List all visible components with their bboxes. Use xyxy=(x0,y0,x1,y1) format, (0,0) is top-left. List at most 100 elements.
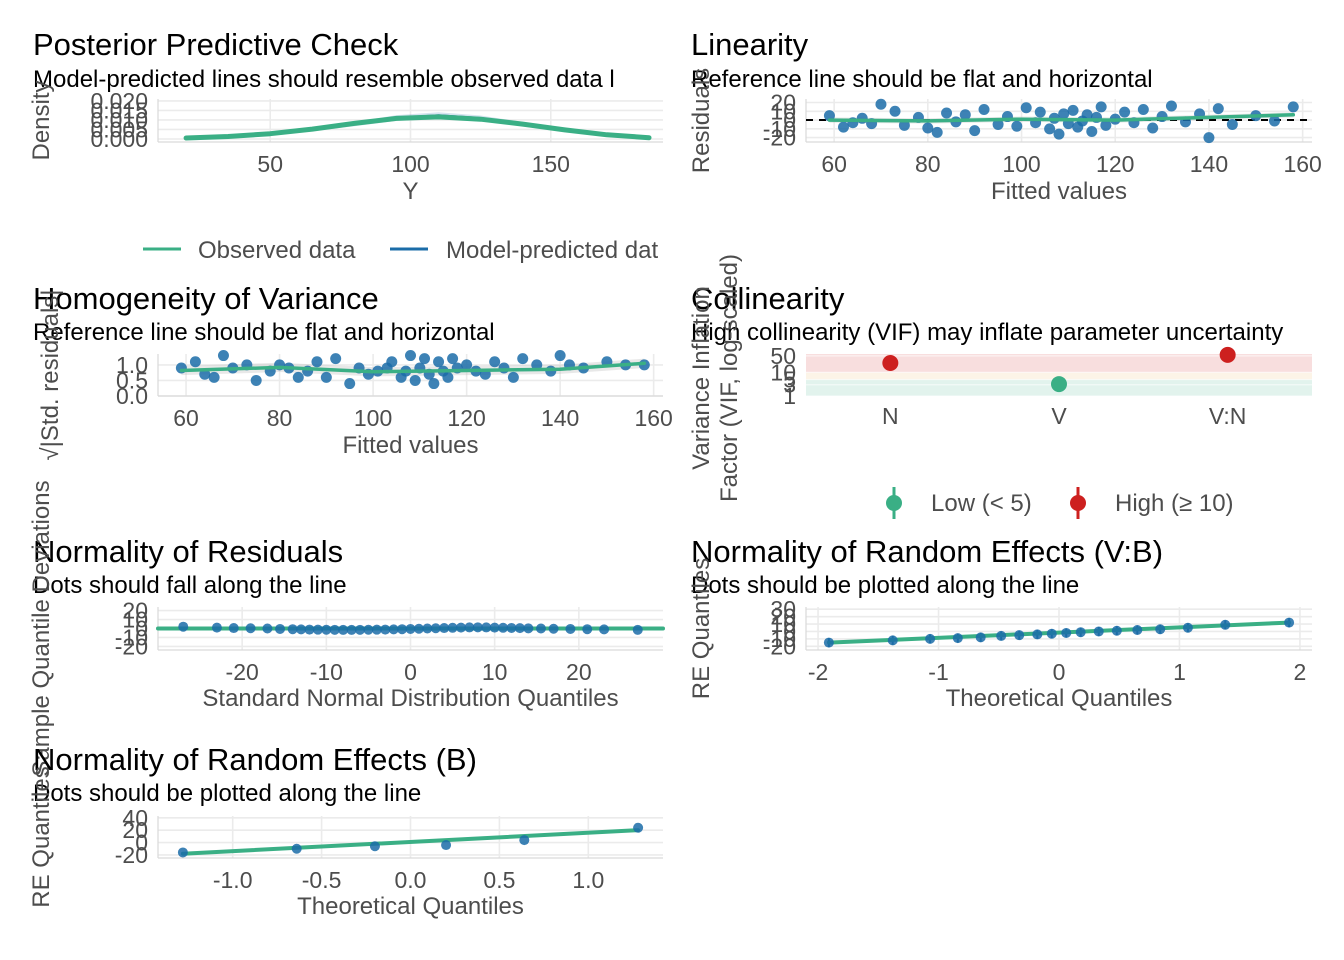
y-axis-label: RE Quantiles xyxy=(688,558,715,699)
data-point xyxy=(1046,628,1057,639)
x-tick-label: 0 xyxy=(404,659,417,685)
grid xyxy=(806,607,1312,650)
data-point xyxy=(548,623,559,634)
x-axis-label: Standard Normal Distribution Quantiles xyxy=(202,685,618,712)
x-tick-label: 120 xyxy=(447,405,485,431)
y-tick-label: 0.0 xyxy=(116,383,148,409)
x-axis-label: Fitted values xyxy=(991,178,1127,205)
data-point xyxy=(447,353,459,365)
data-point xyxy=(217,350,229,362)
data-point xyxy=(498,622,509,633)
x-tick-label: -1 xyxy=(928,659,948,685)
panel-re_b: Normality of Random Effects (B) Dots shou… xyxy=(28,742,663,920)
y-tick-label: 40 xyxy=(122,805,148,831)
data-point xyxy=(1155,624,1166,635)
vif-point xyxy=(1219,346,1236,363)
y-tick-label: 1 xyxy=(783,383,796,409)
data-point xyxy=(889,105,901,117)
panel-homogeneity: Homogeneity of Variance Reference line sh… xyxy=(33,281,673,461)
data-point xyxy=(296,624,307,635)
data-point xyxy=(464,622,475,633)
panel-subtitle: Reference line should be flat and horizo… xyxy=(691,66,1153,93)
data-point xyxy=(1220,619,1231,630)
series-line-observed xyxy=(183,114,652,141)
data-point xyxy=(489,356,501,368)
data-point xyxy=(1226,118,1238,130)
data-point xyxy=(856,112,868,124)
data-point xyxy=(1182,622,1193,633)
band-high xyxy=(806,354,1312,373)
x-tick-label: 140 xyxy=(1190,151,1228,177)
data-point xyxy=(1061,627,1072,638)
data-point xyxy=(959,109,971,121)
data-point xyxy=(519,835,530,846)
y-tick-label: 50 xyxy=(770,343,796,369)
data-point xyxy=(380,624,391,635)
legend-label-observed: Observed data xyxy=(198,237,356,264)
y-tick-label: 10 xyxy=(770,611,796,637)
data-point xyxy=(1081,109,1093,121)
data-point xyxy=(312,624,323,635)
panel-qq: Normality of Residuals Dots should fall a… xyxy=(28,480,665,777)
y-tick-label: -20 xyxy=(763,633,796,659)
data-point xyxy=(419,353,431,365)
data-point xyxy=(245,623,256,634)
x-tick-label: V xyxy=(1051,403,1067,429)
panel-posterior-predictive-check: Posterior Predictive Check Model-predicte… xyxy=(28,27,663,205)
panel-title: Normality of Random Effects (V:B) xyxy=(691,534,1163,569)
panel-title: Normality of Residuals xyxy=(33,534,343,569)
data-point xyxy=(189,356,201,368)
y-tick-label: 5 xyxy=(783,366,796,392)
data-point xyxy=(456,622,466,633)
smooth-line xyxy=(827,113,1296,123)
y-tick-label: 10 xyxy=(770,98,796,124)
data-point xyxy=(422,623,433,634)
y-axis-label: Residuals xyxy=(688,68,715,173)
data-point xyxy=(931,126,943,138)
data-point xyxy=(228,623,239,634)
x-tick-label: 1.0 xyxy=(572,867,604,893)
data-point xyxy=(1093,626,1104,637)
y-tick-label: 0 xyxy=(135,616,148,642)
legend-ppc: Observed data Model-predicted dat xyxy=(143,237,658,264)
data-point xyxy=(441,840,452,851)
vif-point xyxy=(882,354,899,371)
y-tick-label: 10 xyxy=(770,359,796,385)
y-axis-label: Density xyxy=(28,80,55,160)
data-point xyxy=(287,624,298,635)
vif-point xyxy=(1051,376,1067,393)
x-axis-label: Fitted values xyxy=(342,432,478,459)
panel-re_vb: Normality of Random Effects (V:B) Dots sh… xyxy=(688,534,1312,712)
data-point xyxy=(898,119,910,131)
data-point xyxy=(582,624,593,635)
y-tick-label: 20 xyxy=(122,817,148,843)
x-tick-label: 80 xyxy=(267,405,293,431)
data-point xyxy=(514,623,525,634)
data-point xyxy=(633,822,644,833)
x-tick-label: 160 xyxy=(634,405,672,431)
y-tick-label: 0 xyxy=(783,107,796,133)
y-axis-label: Factor (VIF, log-scaled) xyxy=(716,254,743,502)
legend-key-low-point xyxy=(886,495,902,511)
data-point xyxy=(363,624,374,635)
y-tick-label: -10 xyxy=(763,116,796,142)
y-axis-label: Sample Quantile Deviations xyxy=(28,480,55,776)
x-tick-label: -1.0 xyxy=(213,867,253,893)
x-tick-label: 20 xyxy=(566,659,592,685)
data-point xyxy=(952,633,963,644)
x-tick-label: -0.5 xyxy=(302,867,342,893)
panel-subtitle: Dots should be plotted along the line xyxy=(33,780,421,807)
data-point xyxy=(969,125,981,137)
data-point xyxy=(330,353,342,365)
x-tick-label: 60 xyxy=(821,151,847,177)
data-point xyxy=(875,98,887,110)
y-tick-label: -10 xyxy=(763,626,796,652)
x-tick-label: 80 xyxy=(915,151,941,177)
data-point xyxy=(430,623,441,634)
data-point xyxy=(386,356,398,368)
x-tick-label: -20 xyxy=(226,659,259,685)
data-point xyxy=(1203,132,1215,144)
data-point xyxy=(507,371,519,383)
data-point xyxy=(409,374,421,386)
panel-title: Collinearity xyxy=(691,281,845,316)
